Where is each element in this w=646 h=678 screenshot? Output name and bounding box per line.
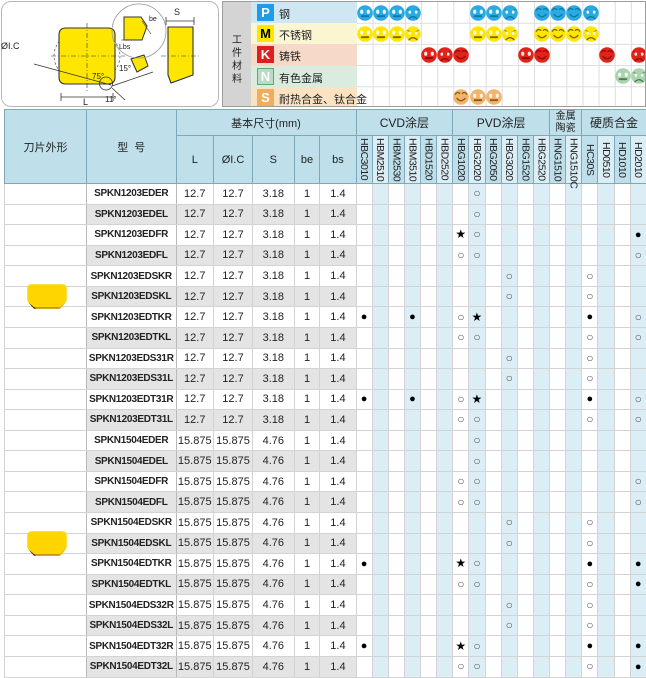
svg-text:Lbs: Lbs bbox=[119, 44, 131, 51]
svg-text:11°: 11° bbox=[105, 95, 117, 104]
svg-text:L: L bbox=[83, 97, 88, 107]
svg-text:ØI.C: ØI.C bbox=[1, 41, 20, 51]
svg-text:be: be bbox=[149, 16, 157, 23]
svg-text:S: S bbox=[174, 7, 180, 17]
svg-text:15°: 15° bbox=[119, 64, 131, 73]
svg-text:75°: 75° bbox=[92, 72, 104, 81]
